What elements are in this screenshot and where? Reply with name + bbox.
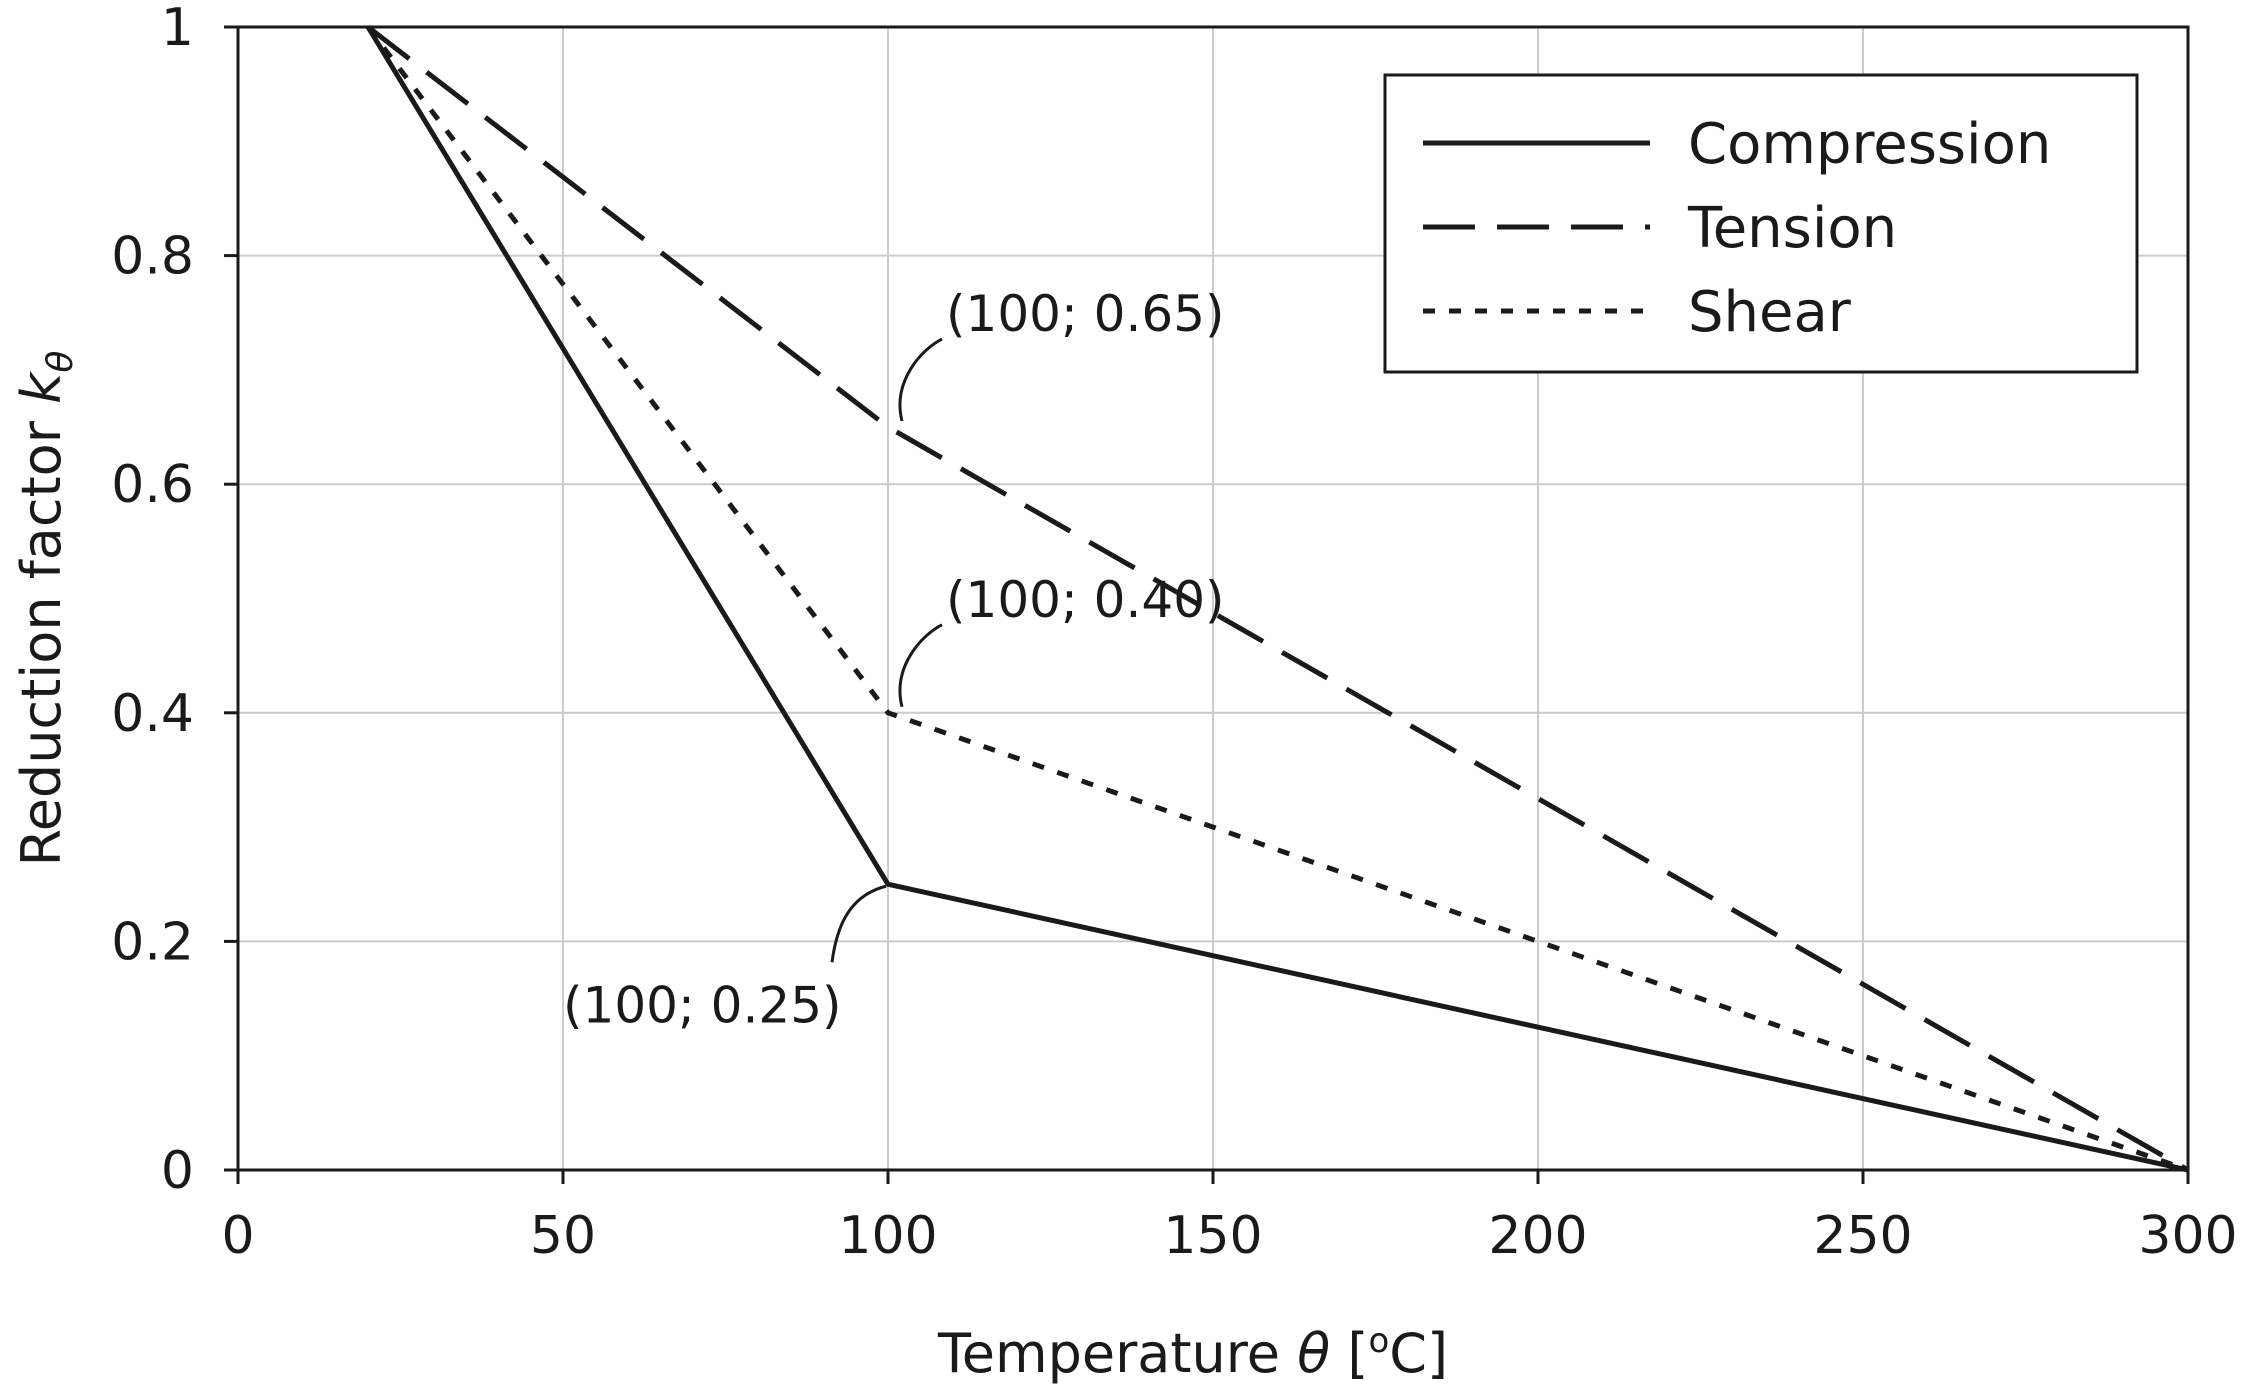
annotation-leader (898, 337, 943, 422)
x-axis-title: Temperature θ [oC] (937, 1321, 1448, 1385)
x-tick-label: 150 (1163, 1206, 1262, 1266)
y-axis-title: Reduction factor kθ (10, 351, 81, 867)
series-line-tension (366, 25, 2190, 1173)
x-tick-label: 250 (1813, 1206, 1912, 1266)
y-tick-label: 0 (161, 1141, 194, 1201)
legend: Compression Tension Shear (1383, 73, 2139, 374)
x-tick-label: 50 (530, 1206, 596, 1266)
annotation-label: (100; 0.40) (946, 571, 1225, 629)
axes-layer: 0 50 100 150 200 250 300 0 0.2 0.4 0.6 0.8 1 (111, 0, 2237, 1266)
legend-label-tension: Tension (1687, 196, 1897, 261)
legend-box (1383, 73, 2139, 374)
x-tick-label: 300 (2138, 1206, 2237, 1266)
legend-label-shear: Shear (1688, 280, 1852, 345)
annotation-label: (100; 0.25) (563, 976, 842, 1034)
x-tick-label: 200 (1488, 1206, 1587, 1266)
axis-titles: Temperature θ [oC] Reduction factor kθ (10, 351, 1448, 1385)
annotation-leader (898, 623, 943, 708)
y-tick-label: 1 (161, 0, 194, 58)
x-tick-label: 0 (221, 1206, 254, 1266)
annotation-leader (830, 884, 887, 963)
legend-label-compression: Compression (1688, 112, 2051, 177)
y-tick-label: 0.8 (111, 227, 194, 287)
annotation-layer: (100; 0.65) (100; 0.40) (100; 0.25) (563, 285, 1225, 1034)
annotation-label: (100; 0.65) (946, 285, 1225, 343)
y-tick-label: 0.2 (111, 912, 194, 972)
x-tick-label: 100 (838, 1206, 937, 1266)
y-tick-label: 0.6 (111, 455, 194, 515)
y-tick-label: 0.4 (111, 684, 194, 744)
